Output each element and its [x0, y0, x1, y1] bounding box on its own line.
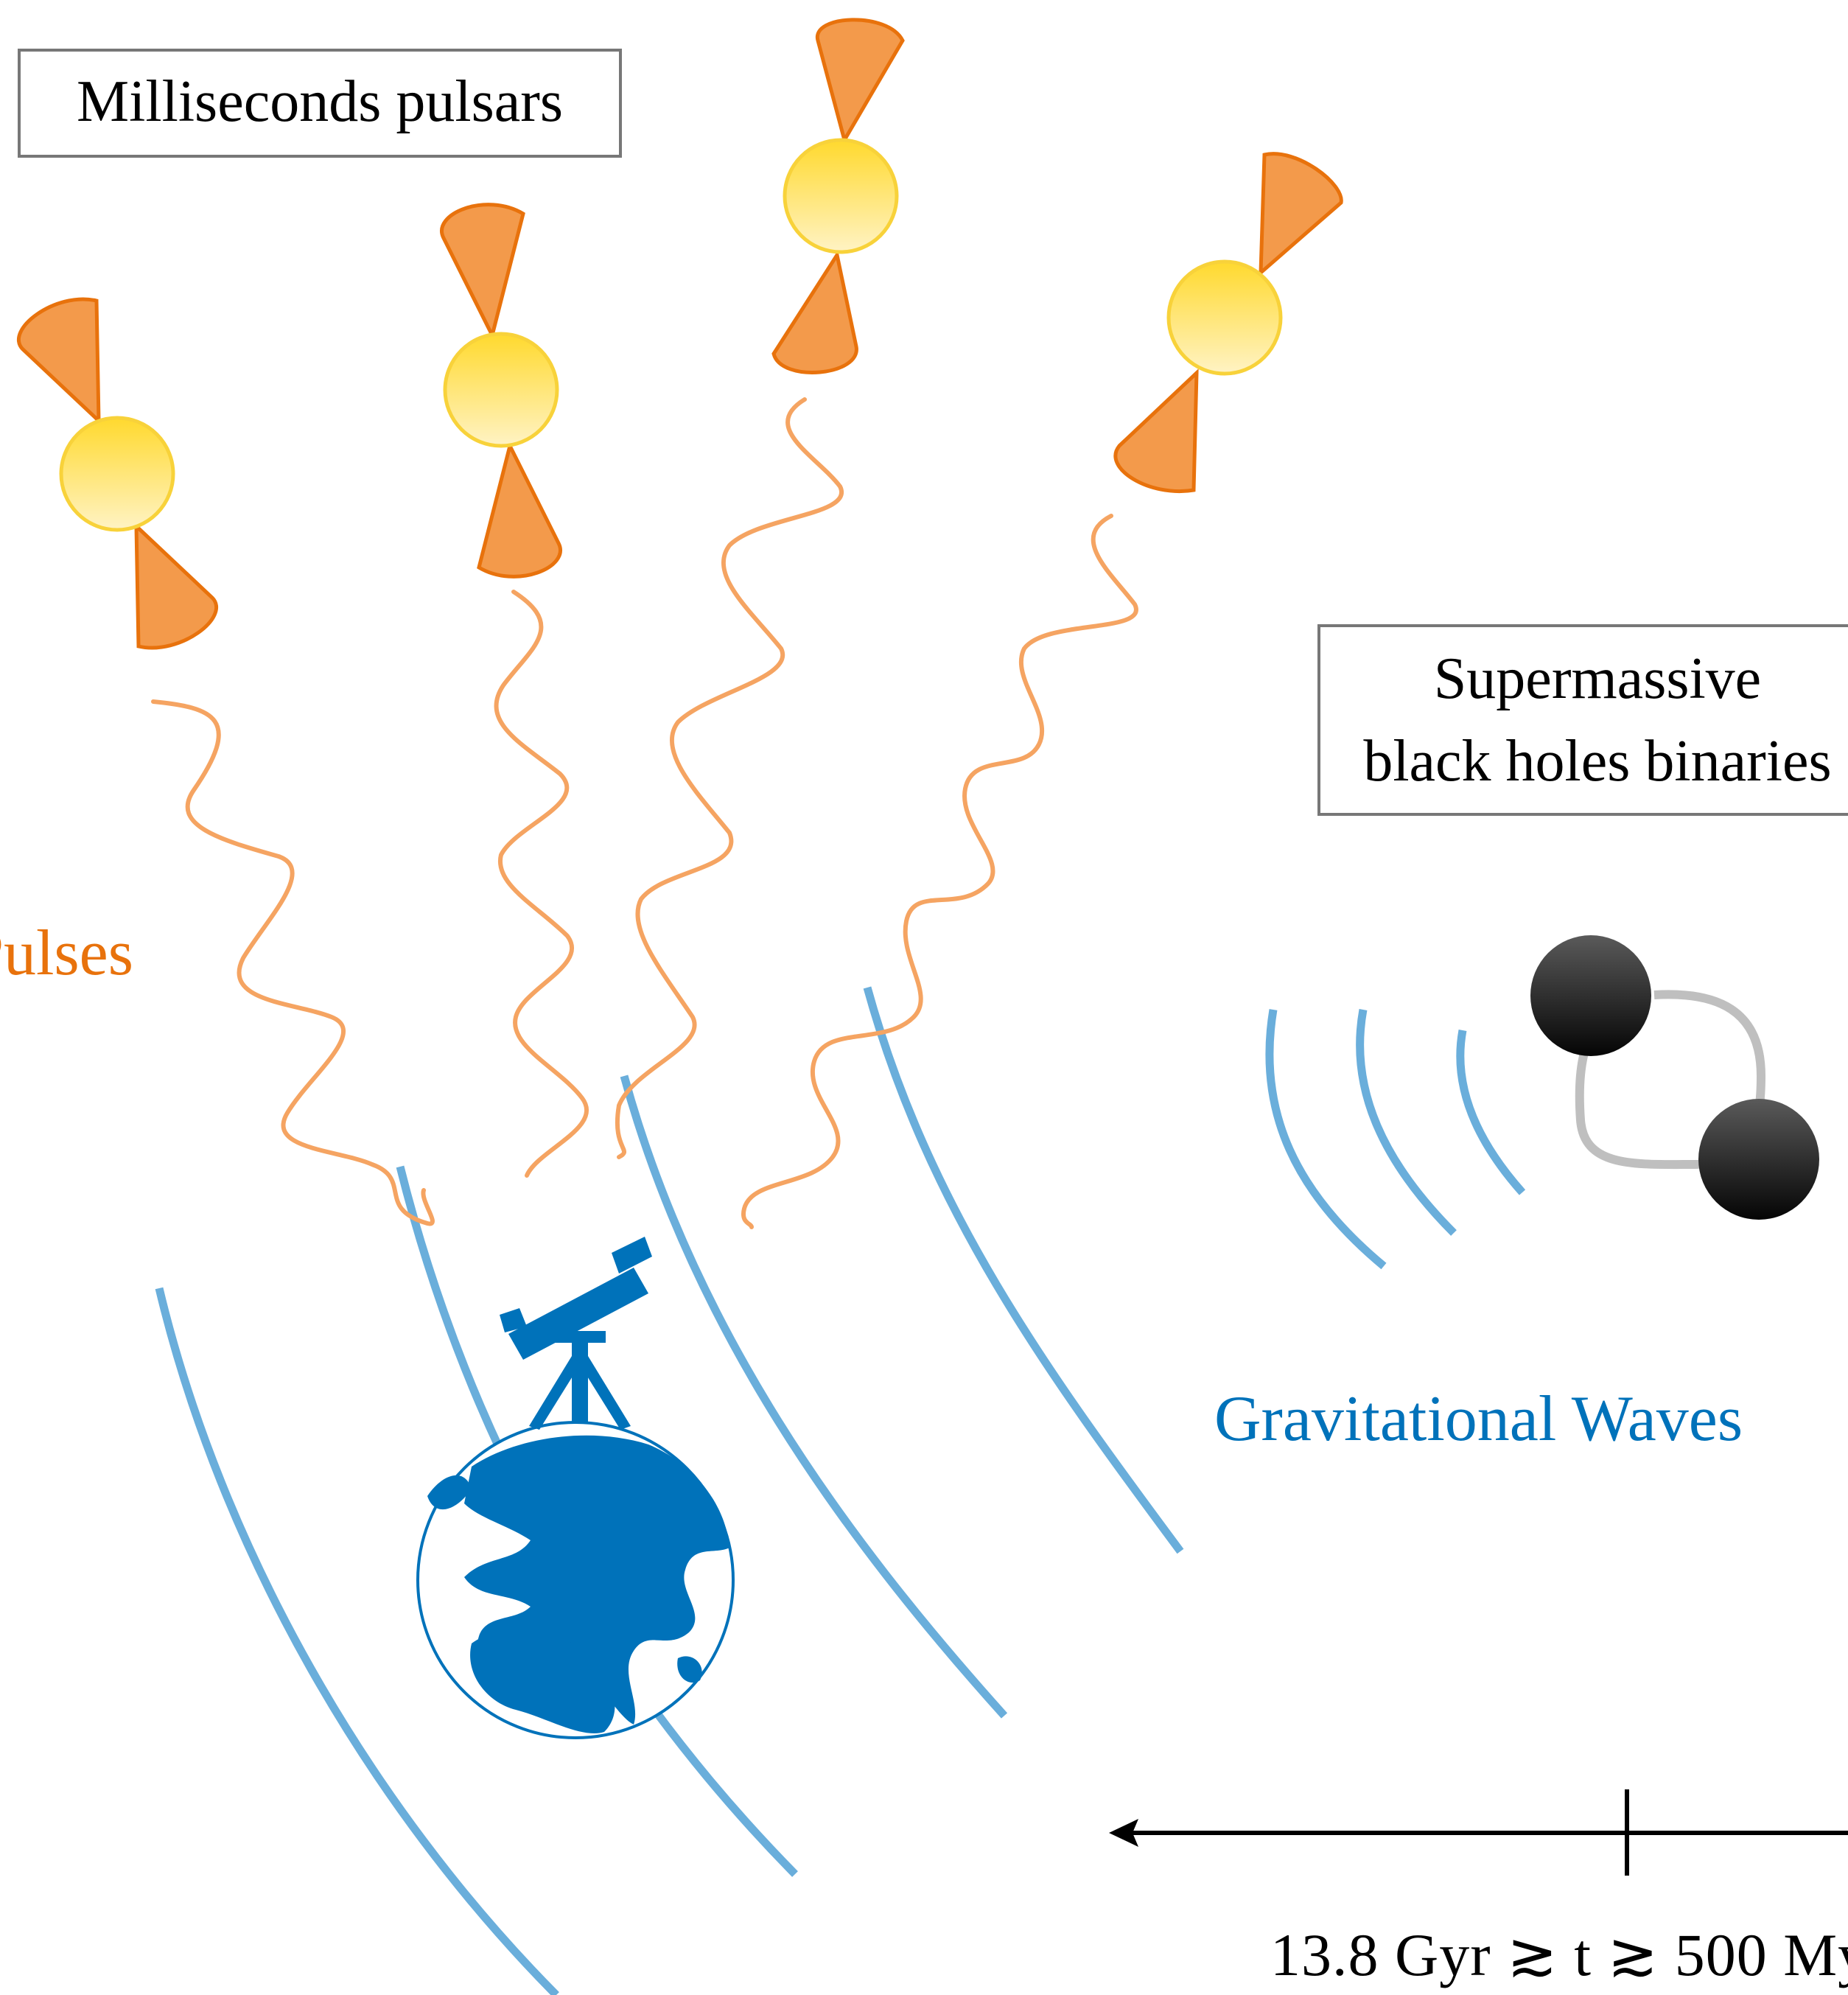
- pulsar-beam-icon: [816, 18, 905, 145]
- emission-wave-2: [1356, 1009, 1457, 1236]
- pulse-wave-3: [615, 397, 844, 1159]
- pulsars-label: Milliseconds pulsars: [77, 69, 563, 134]
- time-range-label: 13.8 Gyr ≳ t ≳ 500 Myr: [1270, 1921, 1848, 1988]
- gw-front-1: [155, 1287, 559, 1995]
- pulsar-beam-icon: [1259, 152, 1343, 277]
- pulsar-icon: [1166, 259, 1283, 376]
- smbh-label-line-2: black holes binaries: [1363, 729, 1832, 794]
- pulsar-4: [1113, 152, 1343, 493]
- emission-wave-1: [1265, 1009, 1387, 1270]
- pulse-wave-2: [494, 590, 589, 1178]
- black-hole-2: [1698, 1099, 1819, 1220]
- pulse-wave-1: [151, 699, 435, 1226]
- gw-front-4: [863, 986, 1184, 1554]
- pulse-wave-4: [741, 514, 1138, 1229]
- pulsar-beam-icon: [477, 440, 562, 579]
- black-hole-binary-icon: [1530, 935, 1819, 1220]
- pulsar-icon: [783, 138, 899, 254]
- pulsars-label-box: Milliseconds pulsars: [18, 49, 622, 158]
- smbh-label-box: Supermassive black holes binaries: [1317, 624, 1848, 816]
- pulses-label: Pulses: [0, 918, 133, 989]
- gw-front-3: [620, 1075, 1008, 1719]
- pulsar-beam-icon: [1113, 368, 1199, 493]
- pulsar-beam-icon: [16, 297, 101, 425]
- pulsar-3: [771, 18, 905, 374]
- black-hole-1: [1530, 935, 1651, 1056]
- pulsar-beam-icon: [771, 250, 858, 374]
- time-axis-arrow-icon: [1109, 1789, 1848, 1876]
- pulse-signals: [151, 397, 1138, 1229]
- pulsar-icon: [59, 416, 175, 532]
- smbh-label-line-1: Supermassive: [1433, 646, 1762, 711]
- pulsar-icon: [443, 332, 559, 448]
- pulsar-1: [16, 297, 219, 650]
- pulsar-beam-icon: [440, 203, 525, 341]
- pulsar-2: [440, 203, 562, 579]
- earth-icon: [416, 1421, 735, 1739]
- emission-wave-3: [1456, 1030, 1526, 1195]
- binary-emission-waves: [1265, 1009, 1526, 1270]
- gravitational-wavefronts: [155, 986, 1184, 1995]
- pulsar-beam-icon: [134, 522, 219, 650]
- telescope-icon: [500, 1237, 652, 1430]
- gravitational-waves-label: Gravitational Waves: [1214, 1383, 1743, 1455]
